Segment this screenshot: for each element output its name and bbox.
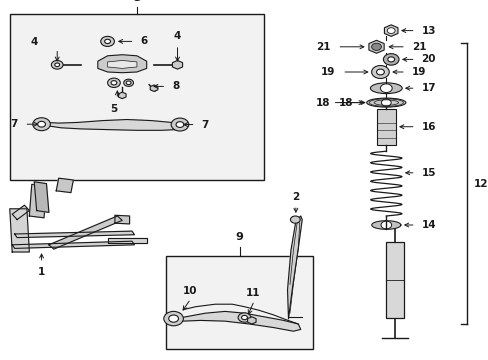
Circle shape (380, 221, 391, 229)
Polygon shape (34, 182, 49, 212)
Polygon shape (15, 231, 134, 238)
Polygon shape (98, 55, 146, 73)
Bar (386, 242, 403, 318)
Circle shape (163, 311, 183, 326)
Polygon shape (115, 215, 129, 224)
Polygon shape (29, 184, 46, 218)
Polygon shape (12, 205, 29, 220)
Text: 5: 5 (110, 104, 117, 114)
Polygon shape (172, 60, 182, 69)
Polygon shape (49, 216, 122, 249)
Circle shape (107, 78, 120, 87)
Bar (376, 109, 395, 145)
Polygon shape (107, 60, 137, 68)
Circle shape (383, 54, 398, 65)
Circle shape (33, 118, 50, 131)
Polygon shape (176, 311, 300, 331)
Circle shape (380, 84, 391, 93)
Circle shape (51, 60, 63, 69)
Circle shape (171, 118, 188, 131)
Polygon shape (46, 120, 181, 130)
Text: 7: 7 (201, 120, 208, 130)
Circle shape (55, 63, 60, 67)
Text: 7: 7 (10, 119, 18, 129)
Polygon shape (107, 238, 146, 243)
Text: 4: 4 (173, 31, 181, 41)
Text: 14: 14 (421, 220, 435, 230)
Polygon shape (384, 25, 397, 36)
Circle shape (371, 66, 388, 78)
Ellipse shape (366, 98, 405, 107)
Text: 20: 20 (421, 54, 435, 64)
Ellipse shape (370, 83, 401, 94)
Circle shape (104, 39, 110, 44)
Text: 17: 17 (421, 83, 435, 93)
Circle shape (387, 57, 394, 62)
Text: 9: 9 (235, 232, 243, 242)
Polygon shape (287, 216, 302, 319)
Polygon shape (118, 92, 126, 99)
Polygon shape (247, 317, 256, 324)
Circle shape (176, 122, 183, 127)
Polygon shape (10, 209, 29, 252)
Circle shape (111, 81, 117, 85)
Circle shape (126, 81, 131, 85)
Circle shape (241, 315, 247, 320)
Text: 18: 18 (315, 98, 330, 108)
Text: 8: 8 (172, 81, 179, 91)
Circle shape (168, 315, 178, 322)
Text: 4: 4 (30, 37, 38, 47)
Text: 6: 6 (140, 36, 147, 46)
Circle shape (101, 36, 114, 46)
Text: 16: 16 (421, 122, 435, 132)
Circle shape (386, 28, 394, 33)
Circle shape (123, 79, 133, 86)
Text: 21: 21 (411, 42, 426, 52)
Text: 1: 1 (38, 267, 45, 277)
Text: 10: 10 (182, 286, 197, 296)
Circle shape (38, 121, 45, 127)
Polygon shape (368, 40, 384, 53)
Circle shape (238, 313, 250, 322)
Circle shape (376, 69, 384, 75)
Circle shape (371, 43, 381, 50)
Text: 15: 15 (421, 168, 435, 178)
Polygon shape (371, 221, 400, 229)
Circle shape (290, 216, 300, 223)
Text: 11: 11 (245, 288, 260, 298)
Polygon shape (56, 178, 73, 193)
Circle shape (381, 99, 390, 106)
Text: 2: 2 (292, 192, 299, 202)
Text: 21: 21 (315, 42, 330, 52)
Text: 12: 12 (472, 179, 487, 189)
Text: 18: 18 (338, 98, 352, 108)
Bar (166, 256, 312, 349)
Polygon shape (150, 85, 158, 91)
Text: 3: 3 (133, 0, 141, 3)
Text: 13: 13 (421, 26, 435, 36)
Polygon shape (12, 241, 134, 248)
Text: 19: 19 (321, 67, 335, 77)
Text: 19: 19 (411, 67, 425, 77)
Bar (10, 14, 264, 180)
